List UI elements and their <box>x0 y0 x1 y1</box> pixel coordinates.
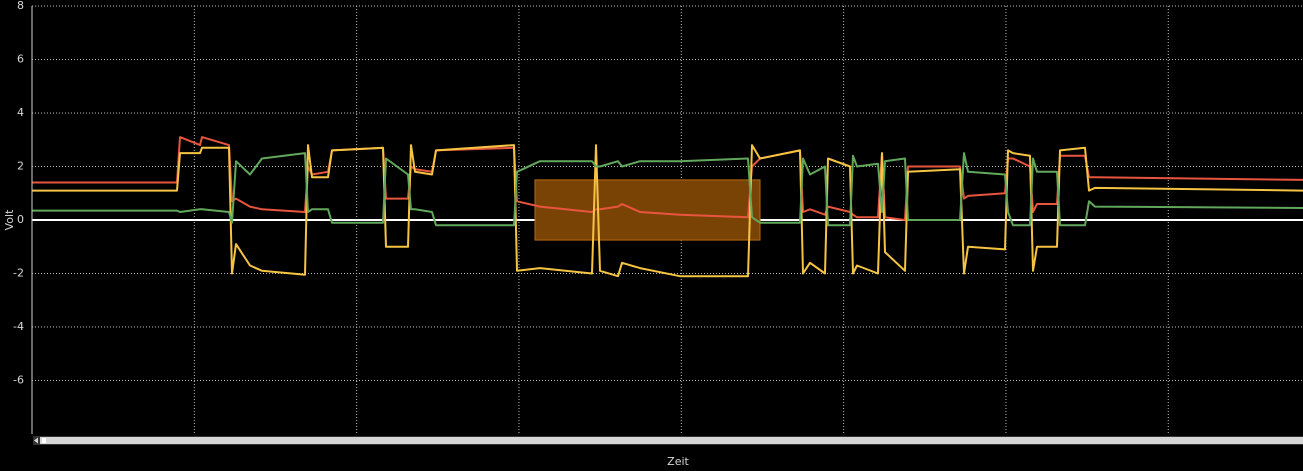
y-tick-label: -2 <box>13 267 24 280</box>
y-tick-label: 2 <box>17 160 24 173</box>
scroll-left-arrow[interactable] <box>34 437 38 444</box>
plot-area <box>32 136 1303 278</box>
y-tick-label: -6 <box>13 374 24 387</box>
scrollbar-grip <box>42 438 46 443</box>
y-tick-label: -4 <box>13 320 24 333</box>
series-line <box>32 144 1303 278</box>
y-tick-label: 4 <box>17 106 24 119</box>
y-tick-label: 8 <box>17 0 24 12</box>
scrollbar-thumb[interactable] <box>40 437 1303 444</box>
y-tick-label: 6 <box>17 53 24 66</box>
y-axis-label: Volt <box>3 209 16 230</box>
series-line <box>32 152 1303 227</box>
y-tick-label: 0 <box>17 213 24 226</box>
x-axis-label: Zeit <box>667 455 689 468</box>
